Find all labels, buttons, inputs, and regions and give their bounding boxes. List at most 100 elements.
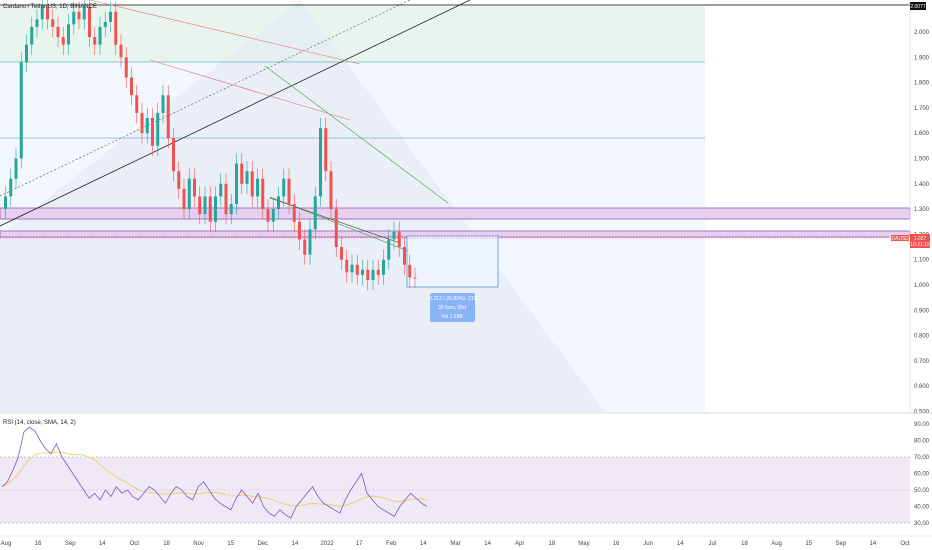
price-tick-label: 0.800 [914,334,930,340]
time-tick-label: 2022 [320,541,334,547]
candle-body [403,247,406,265]
candle-body [151,118,154,146]
candle-body [82,6,86,20]
time-tick-label: Aug [1,541,12,547]
time-tick-label: 16 [613,541,620,547]
time-tick-label: Oct [130,541,140,547]
candle-body [266,209,270,222]
price-axis[interactable]: 2.000 1.900 1.800 1.700 1.600 1.500 1.400 1.300… [914,30,930,416]
candle-body [203,196,207,215]
candle-body [135,95,139,113]
candle-body [413,277,417,279]
time-tick-label: Jun [643,541,653,547]
top-price-tag [910,2,926,10]
price-tick-label: 1.700 [914,106,930,112]
candle-body [88,6,91,38]
time-tick-label: 14 [677,541,684,547]
black-trendline [0,0,471,227]
candle-body [324,128,328,172]
price-tick-label: 1.400 [914,182,930,188]
rsi-axis: 90.00 80.00 70.00 60.00 50.00 40.00 30.00 [914,422,930,527]
candle-body [256,178,259,197]
last-price-tag [910,234,930,248]
rsi-tick-label: 60.00 [914,472,930,478]
time-axis[interactable]: Aug 16 Sep 14 Oct 18 Nov 15 Dec 14 2022 17 Feb 14 Mar 1… [1,541,910,547]
measure-box [406,235,499,288]
candle-body [35,19,39,27]
price-tick-label: 0.600 [914,384,930,390]
symbol-tag-bg [891,235,909,241]
candle-body [334,209,338,248]
candle-body [261,178,265,210]
red-diagonal [89,0,361,65]
measure-label-bg [430,293,475,322]
candle-body [25,44,28,63]
time-tick-label: 15 [805,541,812,547]
candle-body [298,221,301,240]
candle-body [130,77,133,96]
price-tick-label: 1.600 [914,131,930,137]
rsi-title: RSI (14, close, SMA, 14, 2) [3,420,76,426]
time-tick-label: Sep [835,541,846,547]
candle-body [161,95,165,113]
candle-body [72,11,76,25]
time-tick-label: Apr [515,541,524,547]
candle-body [397,231,401,248]
candle-body [345,259,349,273]
measure-change: -0.213 (-20.83%) -213 [428,296,477,302]
time-tick-label: Jul [709,541,717,547]
candle-body [30,26,34,45]
candle-body [140,112,144,134]
candle-body [224,183,228,215]
time-tick-label: 15 [227,541,234,547]
candle-body [114,11,118,45]
candle-body [313,196,317,230]
candle-body [287,178,291,205]
time-tick-label: 18 [163,541,170,547]
candle-body [240,163,244,184]
price-tick-label: 2.000 [914,30,930,36]
candle-body [77,11,81,20]
candle-body [56,26,60,38]
rsi-sma-line [1,451,428,507]
candle-body [235,163,238,205]
time-tick-label: May [578,541,589,547]
time-tick-label: 14 [292,541,299,547]
price-tick-label: 0.900 [914,308,930,314]
candle-body [219,183,223,197]
rsi-band [0,457,910,523]
candle-body [166,95,170,139]
time-tick-label: 14 [484,541,491,547]
price-tick-label: 1.900 [914,55,930,61]
candles-layer [4,0,417,291]
candle-body [355,264,359,275]
candle-body [46,6,49,20]
candle-body [208,196,212,222]
price-tick-label: 1.300 [914,207,930,213]
candle-body [40,6,44,20]
rsi-line [1,426,428,519]
candle-body [277,196,280,210]
candle-body [387,239,391,260]
rsi-tick-label: 50.00 [914,488,930,494]
rsi-tick-label: 70.00 [914,455,930,461]
time-tick-label: 14 [870,541,877,547]
top-price-label: 2.0077 [910,4,926,10]
time-tick-label: Aug [771,541,782,547]
candle-body [319,128,322,197]
candle-body [271,209,275,222]
rsi-tick-label: 30.00 [914,521,930,527]
time-tick-label: 17 [356,541,363,547]
measure-bars: 35 bars, 35d [438,305,466,311]
price-tick-label: 0.700 [914,359,930,365]
candle-body [67,24,70,45]
candle-body [51,19,55,27]
candle-body [371,269,375,280]
candle-body [172,138,175,172]
price-tick-label: 1.000 [914,283,930,289]
purple-zone-upper [0,207,911,220]
candle-body [229,204,233,215]
candle-body [303,239,307,255]
candle-body [98,26,102,45]
